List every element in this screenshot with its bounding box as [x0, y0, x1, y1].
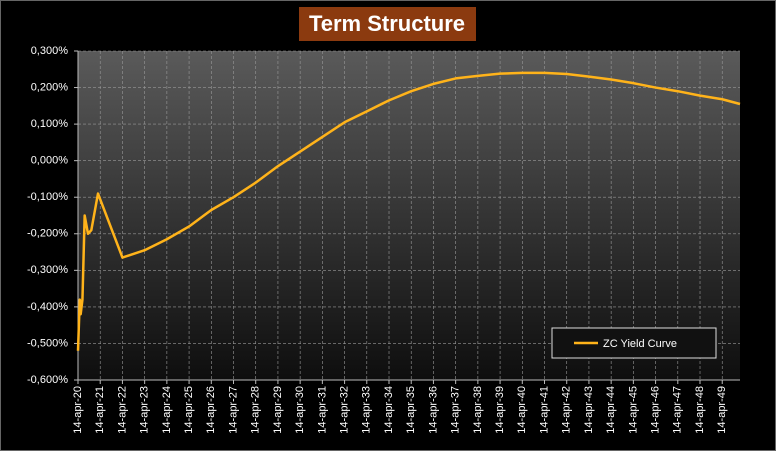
x-tick-label: 14-apr-41: [538, 386, 550, 434]
x-tick-label: 14-apr-20: [72, 386, 84, 434]
y-tick-label: -0,400%: [27, 301, 68, 313]
x-tick-label: 14-apr-45: [627, 386, 639, 434]
title-box: [299, 7, 476, 41]
x-tick-label: 14-apr-42: [561, 386, 573, 434]
x-tick-label: 14-apr-30: [294, 386, 306, 434]
x-tick-label: 14-apr-39: [494, 386, 506, 434]
x-tick-label: 14-apr-24: [161, 386, 173, 434]
x-tick-label: 14-apr-35: [405, 386, 417, 434]
plot-area: [78, 51, 740, 380]
y-tick-label: -0,300%: [27, 264, 68, 276]
x-tick-label: 14-apr-32: [338, 386, 350, 434]
y-tick-label: 0,000%: [31, 155, 69, 167]
x-tick-label: 14-apr-47: [672, 386, 684, 434]
y-tick-label: 0,200%: [31, 81, 69, 93]
y-tick-label: -0,500%: [27, 337, 68, 349]
marks: [76, 71, 741, 351]
x-tick-label: 14-apr-48: [694, 386, 706, 434]
x-tick-label: 14-apr-34: [383, 386, 395, 434]
x-tick-label: 14-apr-27: [227, 386, 239, 434]
x-tick-label: 14-apr-31: [316, 386, 328, 434]
x-tick-label: 14-apr-36: [427, 386, 439, 434]
x-tick-label: 14-apr-21: [94, 386, 106, 434]
grid: [74, 50, 740, 384]
y-tick-label: -0,100%: [27, 191, 68, 203]
x-tick-label: 14-apr-22: [116, 386, 128, 434]
x-tick-label: 14-apr-37: [450, 386, 462, 434]
x-tick-label: 14-apr-49: [716, 386, 728, 434]
line-series: [76, 71, 741, 351]
x-tick-label: 14-apr-25: [183, 386, 195, 434]
legend-label: ZC Yield Curve: [603, 338, 677, 350]
y-tick-label: -0,200%: [27, 228, 68, 240]
x-tick-label: 14-apr-33: [361, 386, 373, 434]
x-tick-label: 14-apr-40: [516, 386, 528, 434]
y-tick-label: 0,300%: [31, 45, 69, 57]
x-tick-label: 14-apr-38: [472, 386, 484, 434]
chart-title: Term Structure: [309, 11, 465, 36]
x-tick-label: 14-apr-23: [139, 386, 151, 434]
y-tick-label: 0,100%: [31, 118, 69, 130]
x-tick-label: 14-apr-26: [205, 386, 217, 434]
x-tick-label: 14-apr-44: [605, 386, 617, 434]
x-tick-label: 14-apr-46: [649, 386, 661, 434]
y-tick-label: -0,600%: [27, 374, 68, 386]
x-tick-label: 14-apr-43: [583, 386, 595, 434]
x-tick-label: 14-apr-28: [250, 386, 262, 434]
x-tick-label: 14-apr-29: [272, 386, 284, 434]
